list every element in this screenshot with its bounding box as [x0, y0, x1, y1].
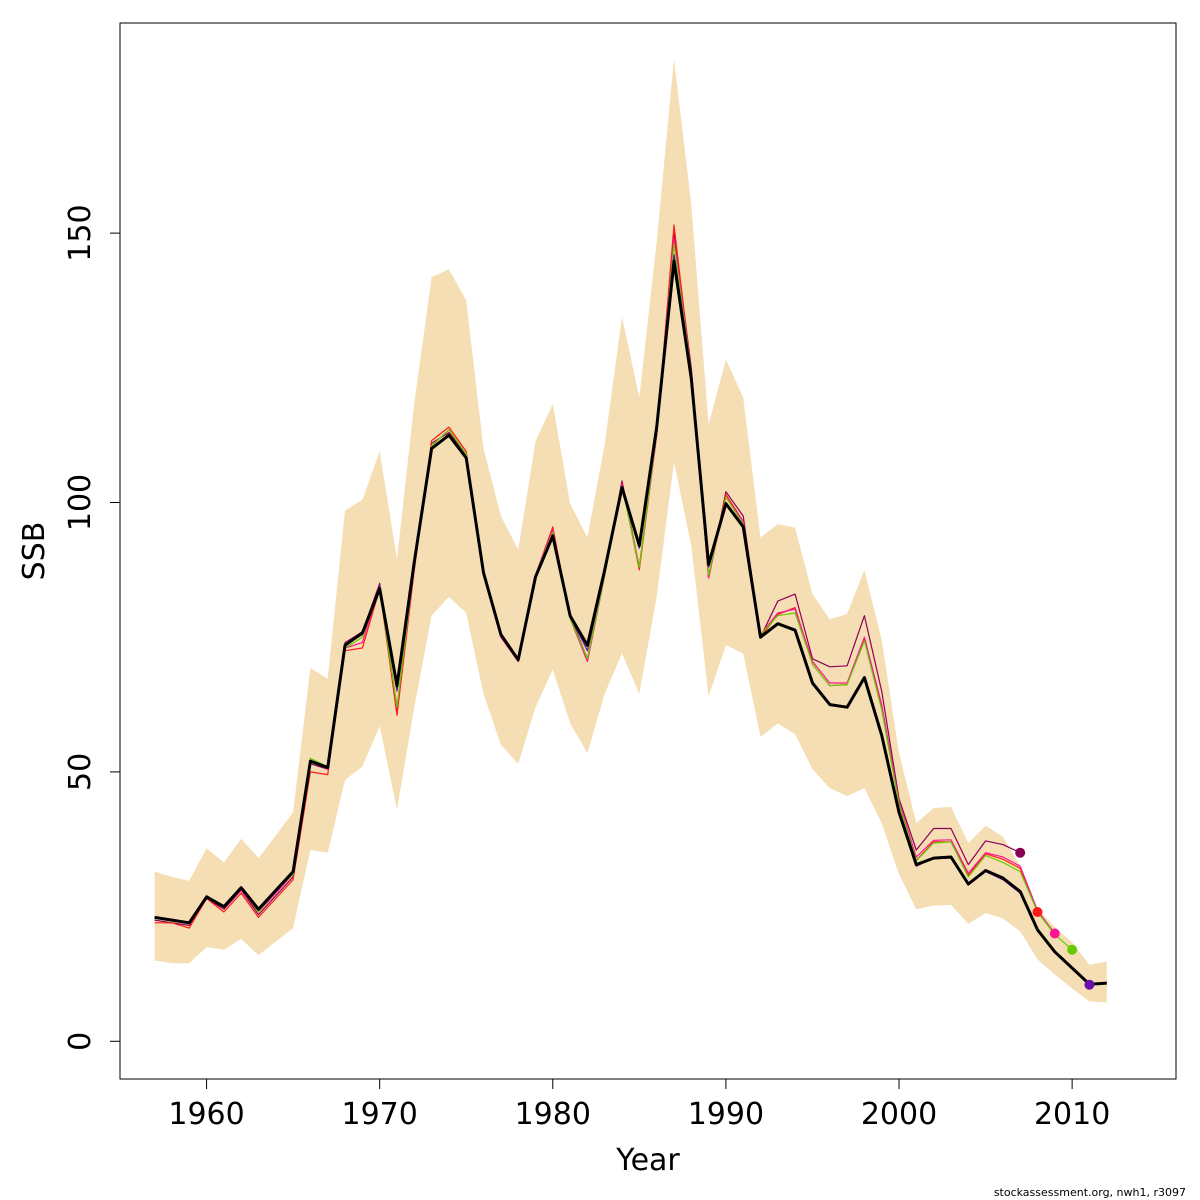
retro-endpoint-5: [1084, 979, 1095, 990]
x-tick-label-1960: 1960: [168, 1097, 244, 1132]
x-tick-label-1970: 1970: [341, 1097, 417, 1132]
endpoint-layer: [1015, 847, 1095, 990]
x-tick-label-2000: 2000: [861, 1097, 937, 1132]
y-tick-label-0: 0: [63, 1032, 98, 1051]
plot-frame: [119, 22, 1177, 1080]
y-tick-label-50: 50: [63, 753, 98, 791]
retro-endpoint-3: [1049, 928, 1060, 939]
retro-endpoint-4: [1067, 944, 1078, 955]
retro-endpoint-2: [1032, 907, 1043, 917]
confidence-band-layer: [154, 59, 1107, 1003]
y-axis-title: SSB: [17, 522, 52, 581]
x-tick-label-1990: 1990: [688, 1097, 764, 1132]
series-layer: [154, 224, 1107, 986]
x-axis-title: Year: [615, 1143, 680, 1178]
retro-endpoint-1: [1015, 847, 1026, 858]
y-axis: 0 50 100 150: [63, 204, 120, 1051]
ssb-series-line: [154, 259, 1107, 986]
y-tick-label-100: 100: [63, 474, 98, 531]
footer-credit: stockassessment.org, nwh1, r3097: [993, 1186, 1186, 1199]
y-tick-label-150: 150: [63, 204, 98, 261]
x-tick-label-2010: 2010: [1034, 1097, 1110, 1132]
x-axis: 1960 1970 1980 1990 2000 2010: [168, 1079, 1110, 1132]
confidence-band: [154, 59, 1107, 1003]
x-tick-label-1980: 1980: [515, 1097, 591, 1132]
